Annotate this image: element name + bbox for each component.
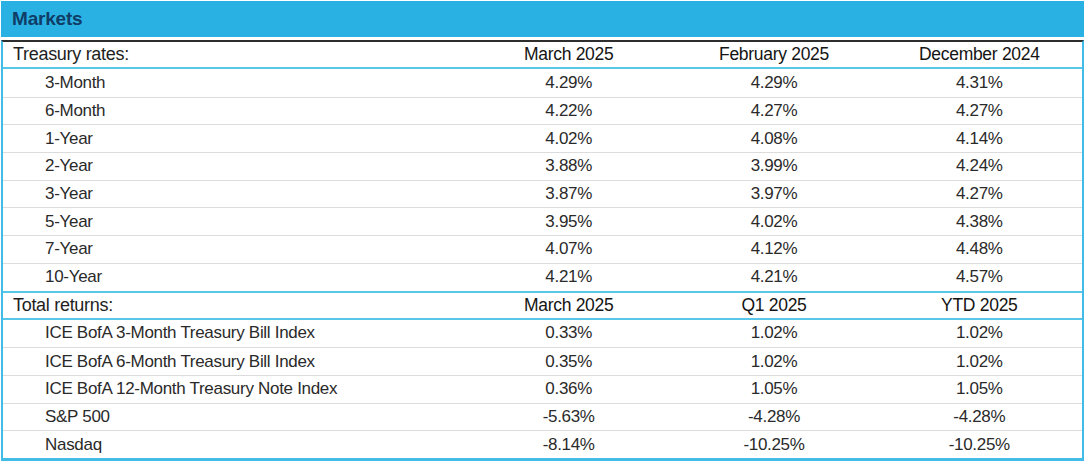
table-row-7-year: 7-Year 4.07% 4.12% 4.48% <box>3 235 1082 263</box>
cell-value: -4.28% <box>671 407 876 427</box>
table-row-1-year: 1-Year 4.02% 4.08% 4.14% <box>3 124 1082 152</box>
cell-value: 4.21% <box>466 267 671 287</box>
cell-value: 1.02% <box>671 352 876 372</box>
column-header-march-2025: March 2025 <box>466 295 671 316</box>
column-header-q1-2025: Q1 2025 <box>671 295 876 316</box>
cell-value: 4.12% <box>671 239 876 259</box>
cell-value: 1.02% <box>877 323 1082 343</box>
table-row-10-year: 10-Year 4.21% 4.21% 4.57% <box>3 263 1082 291</box>
page-title: Markets <box>12 8 82 30</box>
cell-value: -4.28% <box>877 407 1082 427</box>
row-label: 2-Year <box>3 156 466 176</box>
cell-value: 4.07% <box>466 239 671 259</box>
row-label: Nasdaq <box>3 435 466 455</box>
total-returns-section-label: Total returns: <box>3 295 466 316</box>
cell-value: 0.36% <box>466 379 671 399</box>
table-row-6-month: 6-Month 4.22% 4.27% 4.27% <box>3 97 1082 125</box>
cell-value: 0.35% <box>466 352 671 372</box>
cell-value: -8.14% <box>466 435 671 455</box>
cell-value: 4.27% <box>877 184 1082 204</box>
cell-value: 3.99% <box>671 156 876 176</box>
table-row-ice-bofa-6-month: ICE BofA 6-Month Treasury Bill Index 0.3… <box>3 347 1082 375</box>
cell-value: 4.27% <box>877 101 1082 121</box>
cell-value: 4.27% <box>671 101 876 121</box>
table-row-3-month: 3-Month 4.29% 4.29% 4.31% <box>3 69 1082 97</box>
table-row-sp-500: S&P 500 -5.63% -4.28% -4.28% <box>3 403 1082 431</box>
cell-value: 0.33% <box>466 323 671 343</box>
cell-value: 3.88% <box>466 156 671 176</box>
markets-table: Treasury rates: March 2025 February 2025… <box>1 40 1084 461</box>
cell-value: 1.02% <box>877 352 1082 372</box>
row-label: 1-Year <box>3 129 466 149</box>
cell-value: 3.95% <box>466 212 671 232</box>
cell-value: 4.31% <box>877 73 1082 93</box>
table-row-nasdaq: Nasdaq -8.14% -10.25% -10.25% <box>3 430 1082 458</box>
row-label: 7-Year <box>3 239 466 259</box>
cell-value: 4.14% <box>877 129 1082 149</box>
cell-value: 4.29% <box>671 73 876 93</box>
row-label: 6-Month <box>3 101 466 121</box>
cell-value: 4.08% <box>671 129 876 149</box>
treasury-section-label: Treasury rates: <box>3 44 466 65</box>
column-header-february-2025: February 2025 <box>671 44 876 65</box>
cell-value: -10.25% <box>877 435 1082 455</box>
cell-value: 4.22% <box>466 101 671 121</box>
table-row-3-year: 3-Year 3.87% 3.97% 4.27% <box>3 180 1082 208</box>
cell-value: 4.38% <box>877 212 1082 232</box>
cell-value: 4.57% <box>877 267 1082 287</box>
cell-value: 1.02% <box>671 323 876 343</box>
row-label: ICE BofA 6-Month Treasury Bill Index <box>3 352 466 372</box>
row-label: 3-Year <box>3 184 466 204</box>
cell-value: -5.63% <box>466 407 671 427</box>
cell-value: 1.05% <box>877 379 1082 399</box>
cell-value: 4.29% <box>466 73 671 93</box>
cell-value: 4.24% <box>877 156 1082 176</box>
column-header-march-2025: March 2025 <box>466 44 671 65</box>
cell-value: 3.97% <box>671 184 876 204</box>
table-row-ice-bofa-3-month: ICE BofA 3-Month Treasury Bill Index 0.3… <box>3 320 1082 348</box>
markets-table-page: Markets Treasury rates: March 2025 Febru… <box>0 1 1086 464</box>
cell-value: 1.05% <box>671 379 876 399</box>
cell-value: 4.02% <box>671 212 876 232</box>
treasury-rates-header-row: Treasury rates: March 2025 February 2025… <box>3 42 1082 69</box>
cell-value: 4.02% <box>466 129 671 149</box>
cell-value: -10.25% <box>671 435 876 455</box>
row-label: S&P 500 <box>3 407 466 427</box>
row-label: 5-Year <box>3 212 466 232</box>
row-label: 3-Month <box>3 73 466 93</box>
cell-value: 4.48% <box>877 239 1082 259</box>
cell-value: 4.21% <box>671 267 876 287</box>
table-row-2-year: 2-Year 3.88% 3.99% 4.24% <box>3 152 1082 180</box>
table-row-5-year: 5-Year 3.95% 4.02% 4.38% <box>3 207 1082 235</box>
row-label: 10-Year <box>3 267 466 287</box>
column-header-december-2024: December 2024 <box>877 44 1082 65</box>
total-returns-header-row: Total returns: March 2025 Q1 2025 YTD 20… <box>3 291 1082 320</box>
markets-header-bar: Markets <box>1 1 1084 37</box>
cell-value: 3.87% <box>466 184 671 204</box>
table-row-ice-bofa-12-month: ICE BofA 12-Month Treasury Note Index 0.… <box>3 375 1082 403</box>
row-label: ICE BofA 12-Month Treasury Note Index <box>3 379 466 399</box>
row-label: ICE BofA 3-Month Treasury Bill Index <box>3 323 466 343</box>
column-header-ytd-2025: YTD 2025 <box>877 295 1082 316</box>
